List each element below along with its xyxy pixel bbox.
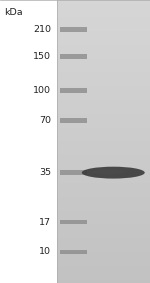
Ellipse shape — [82, 167, 145, 179]
Text: 210: 210 — [33, 25, 51, 34]
Bar — [0, 0, 57, 283]
Bar — [60, 170, 87, 175]
Bar — [60, 118, 87, 123]
Text: 150: 150 — [33, 52, 51, 61]
Text: kDa: kDa — [4, 8, 23, 18]
Text: 70: 70 — [39, 116, 51, 125]
Bar — [60, 27, 87, 32]
Text: 35: 35 — [39, 168, 51, 177]
Bar — [60, 54, 87, 59]
Bar — [60, 250, 87, 254]
Bar — [60, 88, 87, 93]
Text: 10: 10 — [39, 247, 51, 256]
Text: 17: 17 — [39, 218, 51, 227]
Text: 100: 100 — [33, 86, 51, 95]
Bar — [60, 220, 87, 224]
Ellipse shape — [92, 170, 126, 174]
